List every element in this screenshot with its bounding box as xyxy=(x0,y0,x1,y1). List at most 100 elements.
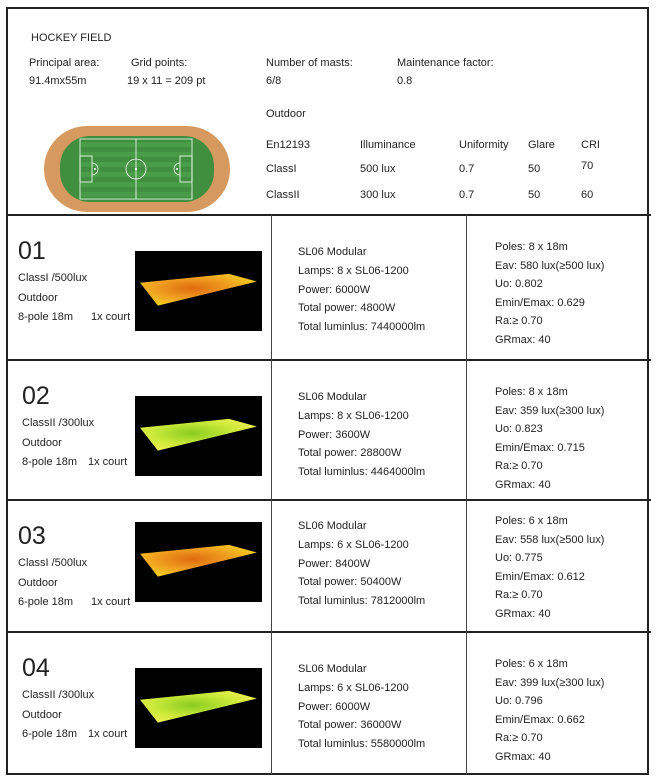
heatmap-surface xyxy=(140,273,257,306)
scenario-number: 04 xyxy=(22,654,50,682)
scenario-environment: Outdoor xyxy=(22,709,62,721)
result-line: Ra:≥ 0.70 xyxy=(495,460,543,473)
fixture-spec-line: Total luminlus: 4464000lm xyxy=(298,465,426,478)
spec-cell: 50 xyxy=(528,163,541,175)
fixture-spec-line: SL06 Modular xyxy=(298,520,367,532)
fixture-spec-line: Total power: 36000W xyxy=(298,719,402,731)
fixture-spec-line: Total luminlus: 7440000lm xyxy=(298,320,426,333)
scenario-number: 01 xyxy=(18,237,46,265)
scenario-court: 1x court xyxy=(88,728,128,740)
fixture-spec-line: Lamps: 8 x SL06-1200 xyxy=(298,410,409,422)
masts-value: 6/8 xyxy=(266,75,282,87)
scenario-class: ClassII /300lux xyxy=(22,689,95,701)
scenario-class: ClassII /300lux xyxy=(22,417,95,429)
divider xyxy=(6,359,651,361)
illuminance-heatmap xyxy=(135,251,262,331)
result-line: Poles: 8 x 18m xyxy=(495,241,568,253)
fixture-spec-line: Total power: 4800W xyxy=(298,302,396,314)
result-line: GRmax: 40 xyxy=(495,334,551,346)
scenario-poles: 8-pole 18m xyxy=(18,311,74,323)
divider xyxy=(6,499,651,501)
scenario-number: 03 xyxy=(18,522,46,550)
spec-cell: ClassI xyxy=(266,163,297,175)
result-line: Uo: 0.775 xyxy=(495,552,543,565)
grid-points-label: Grid points: xyxy=(131,57,188,69)
spec-cell: 300 lux xyxy=(360,189,396,201)
column-divider xyxy=(271,215,272,775)
scenario-row: 03 ClassI /500lux Outdoor 6-pole 18m 1x … xyxy=(6,500,651,632)
result-line: Emin/Emax: 0.715 xyxy=(495,441,585,454)
fixture-spec-line: Lamps: 6 x SL06-1200 xyxy=(298,539,409,551)
scenario-poles: 6-pole 18m xyxy=(18,596,74,608)
result-line: Uo: 0.796 xyxy=(495,695,543,708)
illuminance-heatmap xyxy=(135,668,262,748)
field-illustration xyxy=(44,126,230,212)
heatmap-surface xyxy=(140,418,257,451)
scenario-number: 02 xyxy=(22,382,50,410)
principal-area-label: Principal area: xyxy=(29,57,100,69)
fixture-spec-line: Total power: 50400W xyxy=(298,576,402,588)
grid-points-value: 19 x 11 = 209 pt xyxy=(127,75,206,87)
result-line: Uo: 0.802 xyxy=(495,278,543,291)
fixture-spec-line: SL06 Modular xyxy=(298,663,367,675)
illuminance-heatmap xyxy=(135,396,262,476)
spec-cell: 50 xyxy=(528,189,541,201)
result-line: Eav: 558 lux(≥500 lux) xyxy=(495,533,605,546)
divider xyxy=(6,631,651,633)
scenario-row: 01 ClassI /500lux Outdoor 8-pole 18m 1x … xyxy=(6,215,651,360)
scenario-court: 1x court xyxy=(91,596,131,608)
scenario-poles: 6-pole 18m xyxy=(22,728,78,740)
masts-label: Number of masts: xyxy=(266,57,353,69)
spec-cell: 500 lux xyxy=(360,163,396,175)
field-title: HOCKEY FIELD xyxy=(31,32,112,44)
result-line: Emin/Emax: 0.612 xyxy=(495,570,585,583)
result-line: Ra:≥ 0.70 xyxy=(495,315,543,328)
document-frame xyxy=(6,7,649,775)
result-line: Eav: 580 lux(≥500 lux) xyxy=(495,259,605,272)
scenario-poles: 8-pole 18m xyxy=(22,456,78,468)
spec-cell: 60 xyxy=(581,189,594,201)
result-line: Eav: 359 lux(≥300 lux) xyxy=(495,404,605,417)
spec-cell: 70 xyxy=(581,160,594,172)
spec-cell: ClassII xyxy=(266,189,300,201)
fixture-spec-line: Lamps: 8 x SL06-1200 xyxy=(298,265,409,277)
column-divider xyxy=(466,215,467,775)
spec-header: Glare xyxy=(528,139,555,151)
fixture-spec-line: Lamps: 6 x SL06-1200 xyxy=(298,682,409,694)
principal-area-value: 91.4mx55m xyxy=(29,75,87,87)
result-line: Poles: 8 x 18m xyxy=(495,386,568,398)
result-line: GRmax: 40 xyxy=(495,608,551,620)
fixture-spec-line: Power: 8400W xyxy=(298,557,371,570)
result-line: GRmax: 40 xyxy=(495,751,551,763)
scenario-class: ClassI /500lux xyxy=(18,272,88,284)
scenario-environment: Outdoor xyxy=(22,437,62,449)
result-line: Poles: 6 x 18m xyxy=(495,515,568,527)
result-line: GRmax: 40 xyxy=(495,479,551,491)
fixture-spec-line: SL06 Modular xyxy=(298,246,367,258)
environment: Outdoor xyxy=(266,108,306,120)
result-line: Ra:≥ 0.70 xyxy=(495,732,543,745)
maintenance-label: Maintenance factor: xyxy=(397,57,494,69)
spec-header: Uniformity xyxy=(459,139,509,151)
result-line: Eav: 399 lux(≥300 lux) xyxy=(495,676,605,689)
fixture-spec-line: Total power: 28800W xyxy=(298,447,402,459)
result-line: Uo: 0.823 xyxy=(495,423,543,436)
result-line: Emin/Emax: 0.629 xyxy=(495,296,585,309)
heatmap-surface xyxy=(140,544,257,577)
scenario-class: ClassI /500lux xyxy=(18,557,88,569)
divider xyxy=(6,214,651,216)
fixture-spec-line: Total luminlus: 5580000lm xyxy=(298,737,426,750)
scenario-environment: Outdoor xyxy=(18,292,58,304)
scenario-court: 1x court xyxy=(88,456,128,468)
fixture-spec-line: Power: 6000W xyxy=(298,283,371,296)
scenario-court: 1x court xyxy=(91,311,131,323)
scenario-row: 02 ClassII /300lux Outdoor 8-pole 18m 1x… xyxy=(6,360,651,500)
spec-header: En12193 xyxy=(266,139,311,151)
maintenance-value: 0.8 xyxy=(397,75,413,87)
illuminance-heatmap xyxy=(135,522,262,602)
spec-header: CRI xyxy=(581,139,600,151)
fixture-spec-line: Power: 6000W xyxy=(298,700,371,713)
spec-header: Illuminance xyxy=(360,139,416,151)
scenario-environment: Outdoor xyxy=(18,577,58,589)
